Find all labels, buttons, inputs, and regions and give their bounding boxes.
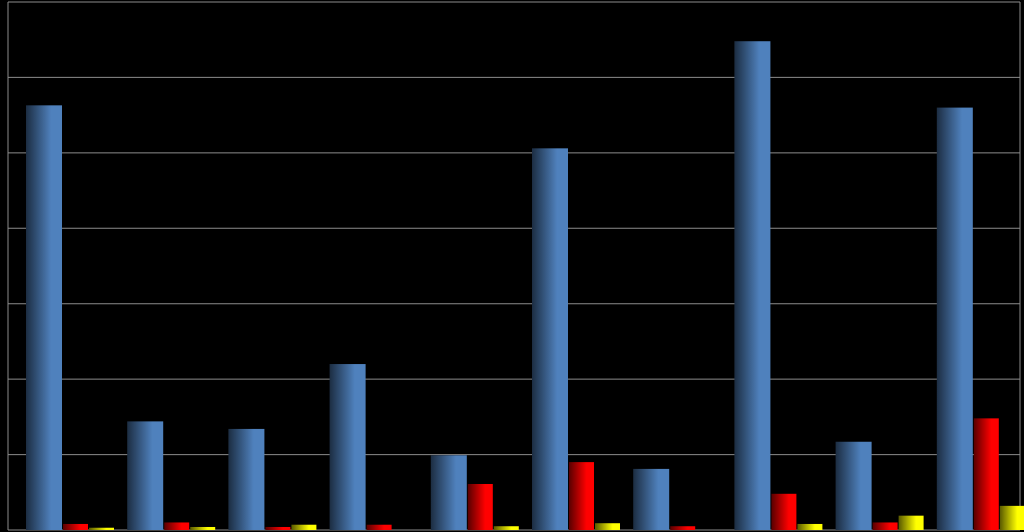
bar bbox=[89, 527, 114, 530]
bar bbox=[329, 364, 366, 530]
bar bbox=[265, 526, 291, 530]
bar bbox=[569, 462, 594, 530]
bar bbox=[127, 421, 164, 530]
bar bbox=[771, 493, 797, 530]
bar bbox=[63, 523, 88, 530]
bar bbox=[999, 505, 1024, 530]
bar bbox=[670, 526, 696, 530]
bar bbox=[493, 526, 519, 530]
bar bbox=[835, 441, 872, 530]
bar bbox=[734, 41, 771, 530]
bar bbox=[430, 455, 467, 530]
bar bbox=[898, 515, 924, 530]
bar bbox=[936, 107, 973, 530]
bar bbox=[366, 524, 392, 530]
bar bbox=[797, 523, 823, 530]
bar bbox=[872, 522, 898, 530]
bar bbox=[595, 523, 620, 530]
bar bbox=[633, 468, 670, 530]
bar bbox=[532, 148, 568, 530]
bar bbox=[190, 526, 216, 530]
bar bbox=[26, 105, 62, 530]
bar bbox=[228, 428, 265, 530]
bar bbox=[164, 522, 190, 530]
bar bbox=[291, 524, 317, 530]
bar bbox=[467, 483, 493, 530]
bar bbox=[973, 418, 999, 530]
